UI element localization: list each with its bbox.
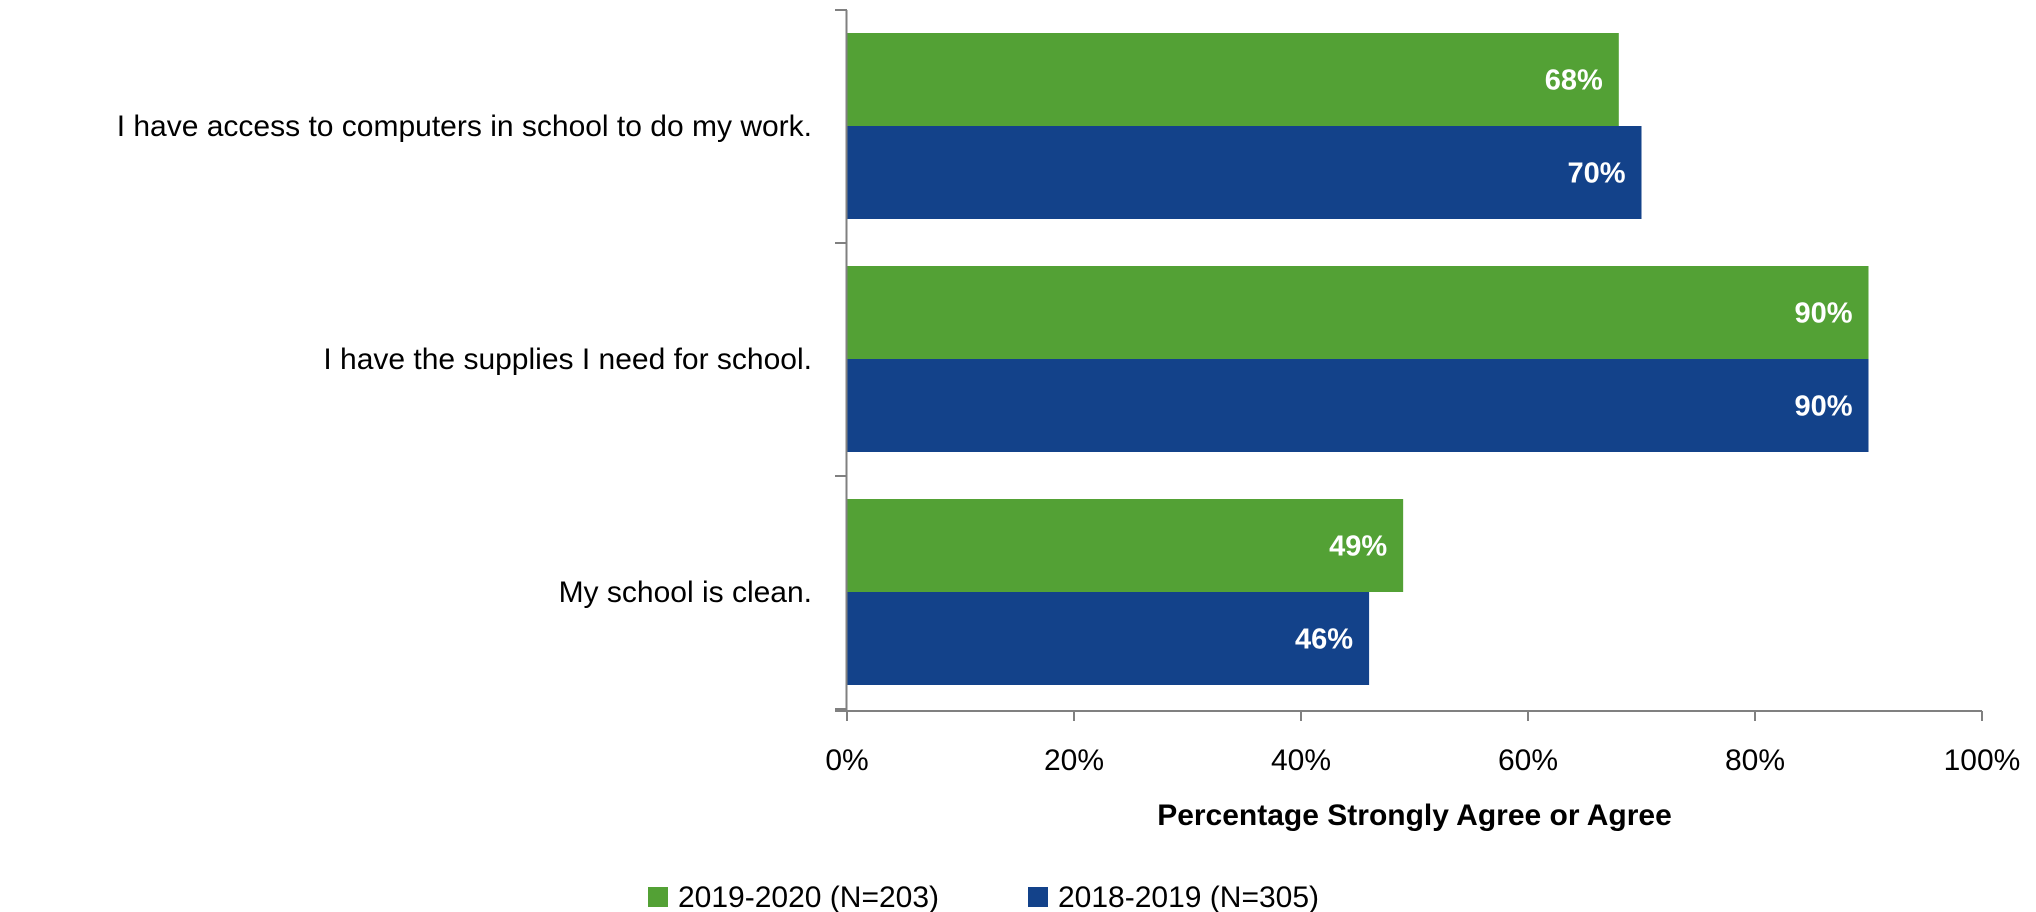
legend-swatch	[648, 887, 668, 907]
bar-series-1-cat-1	[847, 33, 1619, 126]
x-axis-title: Percentage Strongly Agree or Agree	[1157, 799, 1672, 832]
axes: 0% 20% 40% 60% 80% 100%	[825, 9, 2021, 777]
category-label: I have the supplies I need for school.	[323, 343, 812, 376]
bar-series-1-cat-3	[847, 499, 1404, 592]
x-tick-label: 0%	[825, 744, 868, 777]
legend-swatch	[1028, 887, 1048, 907]
bar-series-2-cat-1	[847, 126, 1642, 219]
x-tick-label: 40%	[1271, 744, 1331, 777]
legend: 2019-2020 (N=203) 2018-2019 (N=305)	[648, 881, 1319, 912]
legend-label: 2019-2020 (N=203)	[678, 881, 939, 912]
data-label: 90%	[1794, 391, 1852, 423]
data-label: 70%	[1567, 158, 1625, 190]
bar-series-1-cat-2	[847, 266, 1869, 359]
data-label: 90%	[1794, 298, 1852, 330]
bar-series-2-cat-2	[847, 359, 1869, 452]
category-labels: I have access to computers in school to …	[117, 110, 812, 609]
x-tick-label: 60%	[1498, 744, 1558, 777]
x-tick-label: 80%	[1725, 744, 1785, 777]
x-tick-label: 100%	[1944, 744, 2021, 777]
plot-area: 68% 70% 90% 90% 49% 46%	[847, 33, 1869, 685]
category-label: My school is clean.	[559, 576, 812, 609]
data-label: 49%	[1329, 531, 1387, 563]
x-tick-label: 20%	[1044, 744, 1104, 777]
data-label: 68%	[1545, 65, 1603, 97]
category-label: I have access to computers in school to …	[117, 110, 812, 143]
legend-label: 2018-2019 (N=305)	[1058, 881, 1319, 912]
data-label: 46%	[1295, 624, 1353, 656]
bar-series-2-cat-3	[847, 592, 1370, 685]
